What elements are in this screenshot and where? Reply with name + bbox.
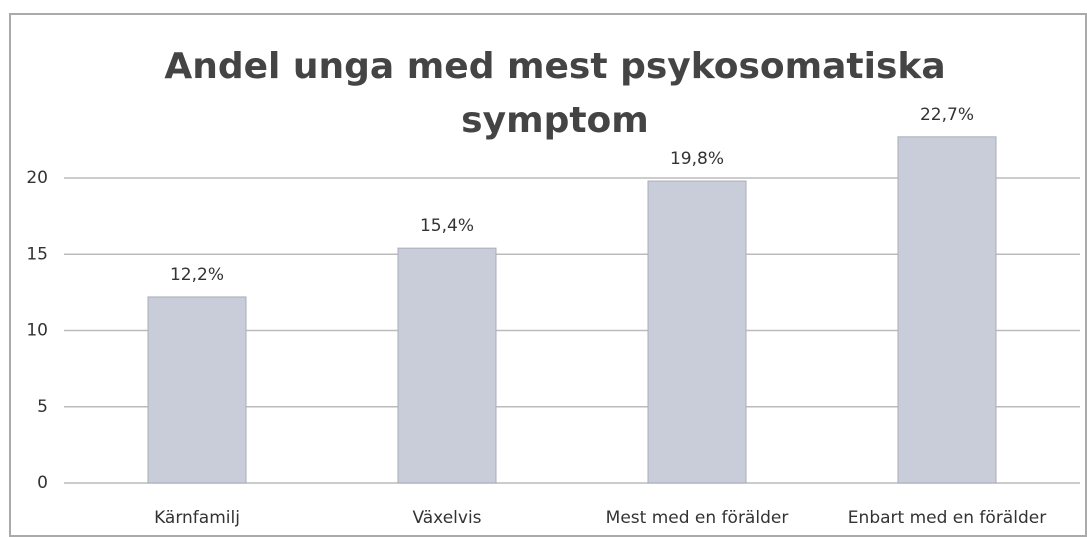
bar xyxy=(647,180,747,484)
data-label: 12,2% xyxy=(170,265,224,285)
title-line: symptom xyxy=(461,100,649,141)
data-label: 22,7% xyxy=(920,105,974,125)
x-tick-label: Enbart med en förälder xyxy=(848,508,1046,528)
y-tick-label: 0 xyxy=(37,473,48,493)
y-tick-label: 5 xyxy=(37,397,48,417)
x-tick-label: Växelvis xyxy=(412,508,481,528)
data-label: 15,4% xyxy=(420,216,474,236)
data-label: 19,8% xyxy=(670,149,724,169)
title-line: Andel unga med mest psykosomatiska xyxy=(164,46,945,87)
bar xyxy=(147,296,247,484)
bar xyxy=(397,247,497,484)
y-tick-label: 15 xyxy=(26,244,48,264)
x-tick-label: Kärnfamilj xyxy=(154,508,240,528)
y-tick-label: 10 xyxy=(26,321,48,341)
y-tick-label: 20 xyxy=(26,168,48,188)
chart-title: Andel unga med mest psykosomatiska sympto… xyxy=(164,46,945,141)
bar xyxy=(897,136,997,484)
x-tick-label: Mest med en förälder xyxy=(606,508,789,528)
